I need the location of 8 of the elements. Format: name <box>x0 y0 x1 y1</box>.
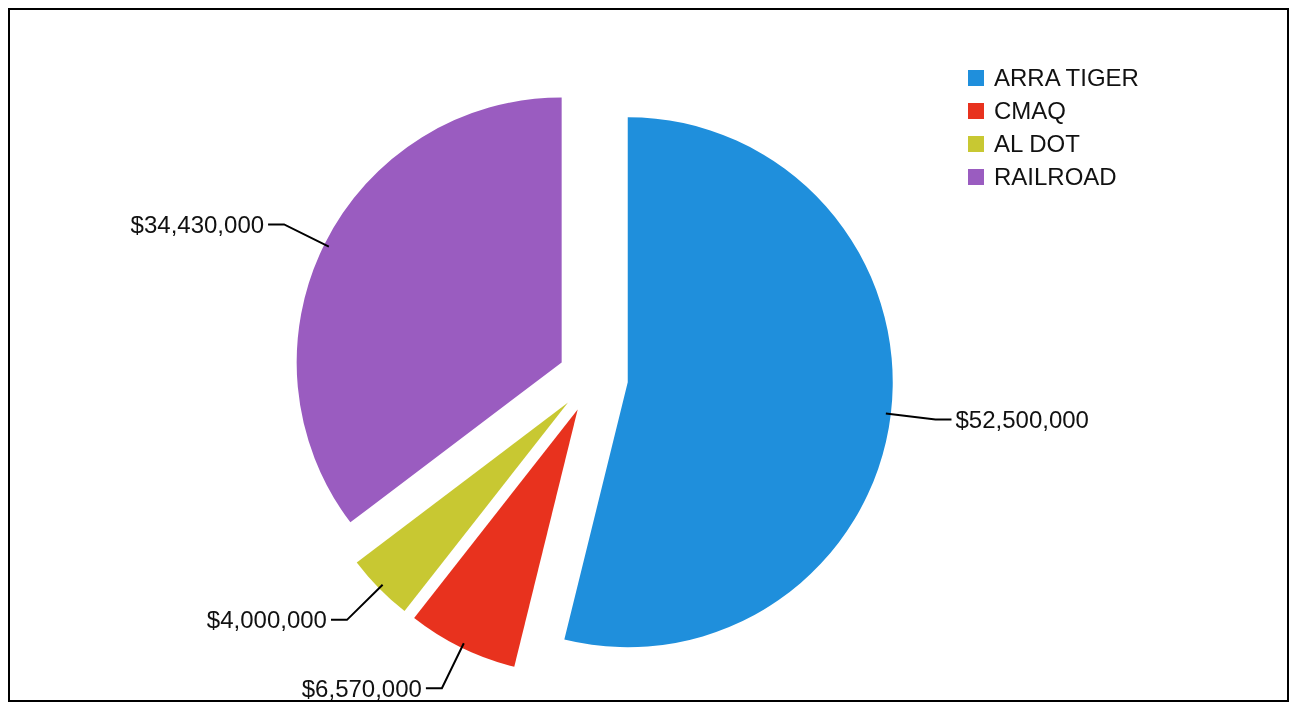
data-label: $4,000,000 <box>206 606 327 634</box>
data-label: $34,430,000 <box>130 210 265 238</box>
data-label: $6,570,000 <box>301 674 422 702</box>
legend-label: RAILROAD <box>994 163 1117 191</box>
legend-label: ARRA TIGER <box>994 64 1139 92</box>
data-label: $52,500,000 <box>955 405 1089 433</box>
legend-label: AL DOT <box>994 130 1081 158</box>
legend-label: CMAQ <box>994 97 1066 125</box>
